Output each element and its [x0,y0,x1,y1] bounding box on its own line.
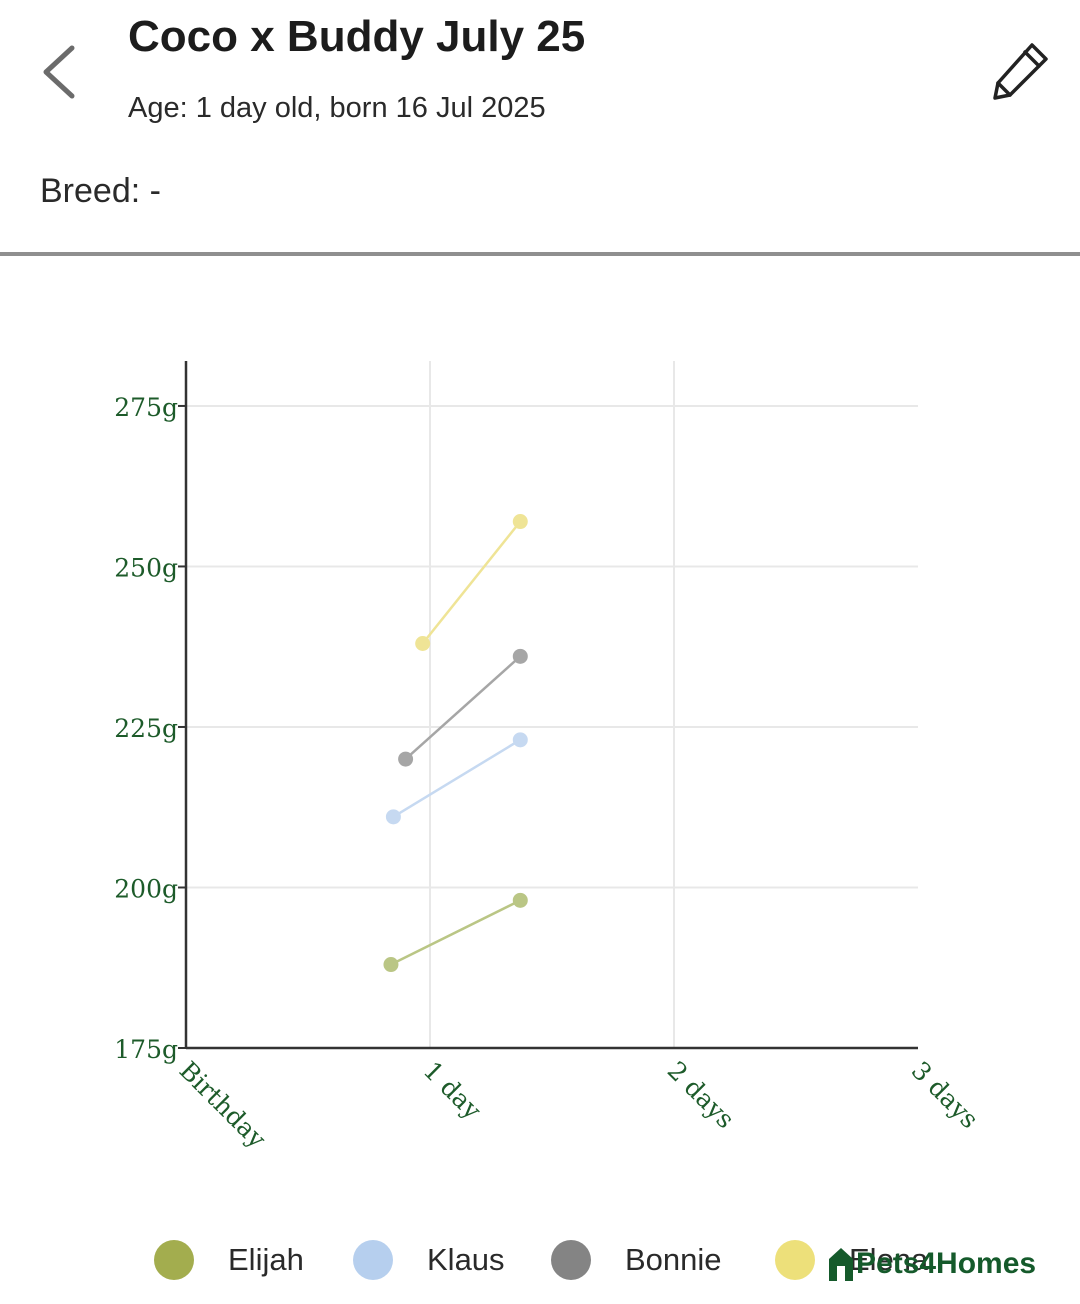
age-text: Age: 1 day old, born 16 Jul 2025 [128,92,546,124]
series-elena [415,514,528,652]
data-point [512,648,528,664]
y-tick-label: 175g [114,1035,178,1064]
legend-label: Klaus [427,1242,505,1277]
back-button[interactable] [30,38,90,108]
y-tick-label: 250g [114,553,178,582]
legend-label: Elijah [228,1242,304,1277]
x-tick-label: Birthday [174,1056,273,1155]
series-line [421,520,522,645]
data-point [383,957,399,973]
breed-text: Breed: - [40,172,161,210]
x-tick-label: 2 days [662,1056,740,1134]
chart-legend: Elijah Klaus Bonnie Elena [0,1232,1080,1288]
x-tick-label: 1 day [418,1056,488,1126]
y-tick-label: 200g [114,874,178,903]
header-divider [0,252,1080,256]
weight-chart: 175g 200g 225g 250g 275g Birthday 1 day 2 days 3… [114,361,984,1154]
series-line [390,899,521,966]
chart-grid [186,361,918,1048]
legend-item-bonnie: Bonnie [551,1232,722,1288]
data-point [415,636,431,652]
chevron-left-icon [43,45,75,99]
pencil-icon [993,43,1048,100]
legend-label: Bonnie [625,1242,722,1277]
legend-swatch [551,1240,591,1280]
legend-swatch [775,1240,815,1280]
legend-item-elena: Elena [775,1232,928,1288]
brand-logo: Pets4Homes [828,1242,1036,1286]
series-bonnie [398,648,528,767]
page-title: Coco x Buddy July 25 [128,12,586,61]
series-line [404,655,522,761]
chart-tick-labels: 175g 200g 225g 250g 275g Birthday 1 day 2 days 3… [114,393,984,1154]
house-logo-icon [829,1248,853,1281]
legend-label: Elena [849,1242,929,1277]
series-klaus [385,732,528,825]
data-point [385,809,401,825]
data-point [512,732,528,748]
brand-logo-text: Pets4Homes [856,1247,1037,1280]
series-elijah [383,892,528,973]
y-tick-label: 275g [114,393,178,422]
chart-axes [178,361,918,1050]
series-line [392,738,521,818]
data-point [512,514,528,530]
data-point [398,751,414,767]
data-point [512,892,528,908]
legend-swatch [353,1240,393,1280]
legend-item-elijah: Elijah [154,1232,304,1288]
edit-button[interactable] [988,38,1054,104]
legend-swatch [154,1240,194,1280]
y-tick-label: 225g [114,714,178,743]
chart-series [383,514,528,973]
x-tick-label: 3 days [906,1056,984,1134]
legend-item-klaus: Klaus [353,1232,505,1288]
